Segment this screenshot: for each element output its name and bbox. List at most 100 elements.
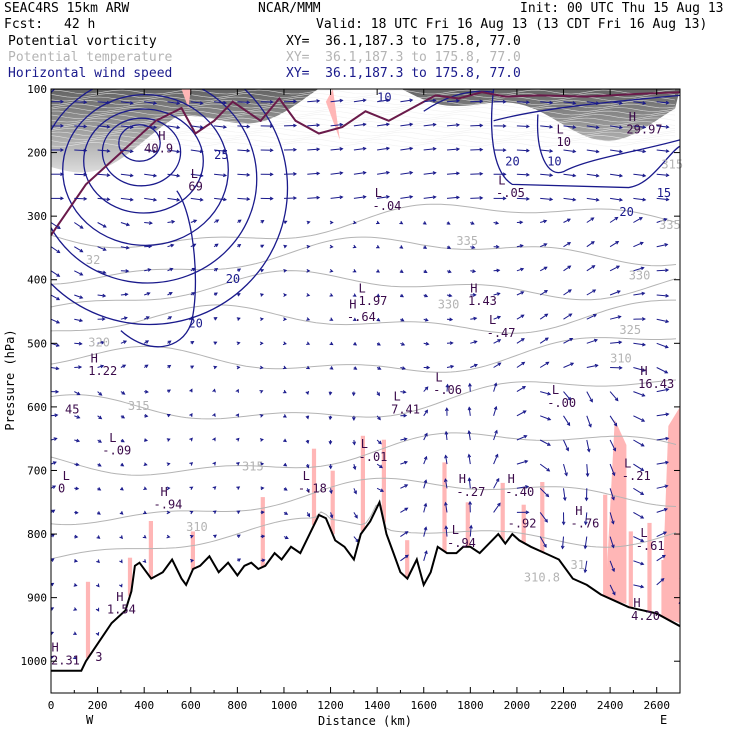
wind-arrow — [144, 101, 157, 104]
wind-arrow-head — [78, 365, 83, 370]
theta-label: 32 — [86, 253, 100, 267]
wind-arrow-head — [611, 472, 616, 477]
wind-arrow — [563, 463, 568, 476]
wind-arrow-head — [640, 538, 645, 542]
wind-arrow-head — [170, 243, 175, 248]
wind-arrow-head — [260, 269, 265, 273]
wind-arrow-head — [593, 338, 598, 343]
wind-arrow — [400, 438, 407, 441]
wind-arrow-head — [376, 244, 380, 249]
wind-arrow-head — [118, 583, 123, 588]
wind-arrow — [539, 463, 550, 472]
wind-arrow-head — [283, 317, 288, 321]
wind-speed-contour — [490, 89, 680, 189]
wind-arrow-head — [362, 98, 367, 103]
wind-arrow-head — [595, 149, 600, 154]
wind-arrow-head — [259, 293, 265, 297]
wind-arrow — [586, 197, 599, 201]
wind-arrow-head — [665, 124, 670, 129]
wind-arrow-head — [567, 289, 572, 293]
wind-arrow — [633, 342, 646, 346]
wind-arrow-head — [401, 342, 406, 346]
wind-arrow-head — [614, 397, 619, 402]
wind-arrow — [444, 479, 448, 489]
wind-arrow-head — [352, 317, 357, 322]
x-tick-label: 2400 — [597, 699, 624, 712]
wind-arrow — [610, 197, 623, 201]
wind-arrow-head — [400, 318, 405, 322]
wind-arrow — [563, 439, 569, 451]
wind-arrow-head — [424, 550, 428, 555]
wind-arrow-head — [199, 173, 204, 178]
wind-arrow — [563, 218, 571, 223]
wind-arrow — [656, 243, 668, 248]
wind-arrow-head — [689, 173, 692, 176]
wind-arrow — [609, 584, 616, 595]
wind-arrow-head — [52, 461, 57, 465]
wind-arrow-head — [306, 341, 311, 345]
wind-arrow-head — [98, 439, 102, 443]
wind-arrow — [307, 197, 320, 199]
wind-arrow — [330, 99, 343, 103]
y-tick-label: 300 — [27, 210, 47, 223]
wind-arrow-head — [119, 535, 123, 540]
wind-arrow — [656, 413, 669, 417]
wind-arrow-head — [123, 316, 128, 320]
wind-arrow-head — [471, 245, 476, 249]
wind-arrow-head — [146, 292, 151, 296]
wind-arrow-head — [190, 341, 195, 345]
wind-arrow — [656, 388, 669, 393]
wind-arrow-head — [665, 436, 670, 441]
wind-arrow-head — [339, 171, 344, 176]
pv-fill-patch — [325, 89, 340, 140]
wind-arrow-head — [564, 472, 568, 477]
wind-arrow — [423, 196, 436, 199]
wind-arrow — [144, 269, 151, 272]
wind-arrow — [563, 313, 572, 320]
wind-arrow-head — [328, 440, 333, 445]
forecast-label: Fcst: — [4, 17, 44, 32]
wind-arrow — [539, 313, 548, 320]
wind-arrow-head — [167, 340, 172, 345]
wind-arrow — [470, 100, 483, 103]
wind-speed-contour — [51, 89, 258, 284]
wind-arrow-head — [236, 365, 241, 370]
wind-arrow-head — [572, 101, 577, 105]
wind-arrow-head — [213, 365, 218, 370]
wind-arrow-head — [567, 396, 572, 401]
wind-arrow-head — [448, 293, 453, 298]
wind-arrow-head — [447, 245, 452, 249]
wind-arrow — [656, 269, 669, 272]
wind-arrow-head — [329, 220, 334, 225]
wind-arrow-head — [189, 486, 194, 491]
wind-arrow-head — [495, 221, 500, 225]
pv-label: L — [557, 123, 564, 137]
theta-line-strat — [51, 138, 676, 144]
wind-arrow — [656, 197, 669, 201]
wind-speed-contour — [120, 190, 197, 348]
wind-arrow — [540, 125, 553, 128]
wind-arrow-head — [424, 293, 429, 298]
wind-arrow-head — [236, 510, 241, 514]
field-wind-xy: XY= 36.1,187.3 to 175.8, 77.0 — [286, 66, 521, 81]
pv-label: H — [629, 110, 636, 124]
wind-arrow-head — [456, 195, 461, 200]
wind-arrow — [470, 149, 483, 151]
wind-arrow — [679, 463, 680, 465]
wind-arrow-head — [353, 490, 357, 495]
wind-arrow-head — [618, 340, 623, 345]
theta-label: 315 — [128, 399, 150, 413]
wind-arrow-head — [641, 418, 646, 422]
pv-label: L — [394, 390, 401, 404]
wind-arrow — [563, 125, 576, 128]
wind-arrow — [633, 149, 646, 153]
wind-arrow-head — [404, 554, 409, 559]
pv-label: -.61 — [636, 539, 665, 553]
theta-label: 320 — [88, 336, 110, 350]
wind-arrow-head — [611, 520, 615, 525]
wind-arrow-head — [444, 430, 449, 435]
wind-arrow-head — [352, 293, 357, 297]
wind-arrow — [679, 295, 680, 296]
wind-arrow-head — [450, 364, 455, 369]
wind-arrow-head — [467, 453, 472, 458]
